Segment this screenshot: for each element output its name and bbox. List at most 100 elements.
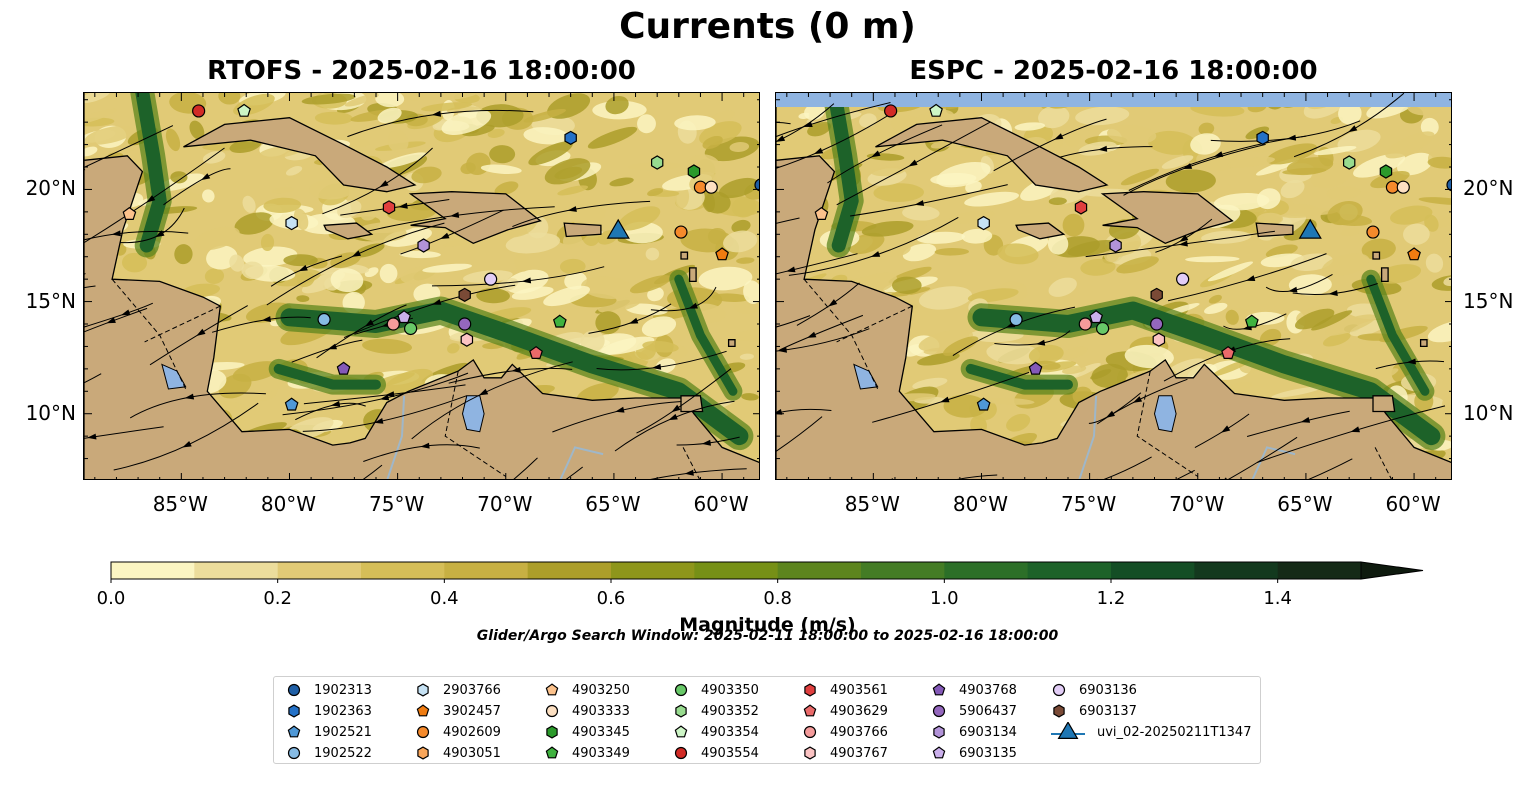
- float-marker-6903135: [397, 310, 412, 324]
- legend-item: 4903349: [544, 743, 630, 763]
- legend-marker: [932, 704, 946, 718]
- streamline-arrow: [449, 212, 460, 218]
- legend-marker: [287, 725, 301, 738]
- legend-item: 4903561: [802, 680, 888, 700]
- float-marker-1902521: [284, 397, 299, 411]
- streamline-arrow: [777, 346, 787, 353]
- streamline-arrow: [440, 232, 450, 239]
- legend-item: 3902457: [415, 701, 501, 721]
- float-marker-4903350: [1096, 321, 1110, 336]
- streamline: [84, 373, 102, 384]
- streamline-arrow: [398, 202, 408, 209]
- legend-marker-6903135: [932, 746, 946, 759]
- colorbar-tick-label: 1.0: [930, 588, 959, 609]
- streamline-arrow: [1105, 410, 1115, 418]
- legend-item: 2903766: [415, 680, 501, 700]
- colorbar-frame: [110, 561, 1362, 580]
- legend-label: 4903766: [830, 724, 888, 740]
- float-marker-1902313: [754, 178, 759, 192]
- streamline-arrow: [615, 406, 625, 413]
- streamline-arrow: [1350, 426, 1360, 433]
- legend-marker: [287, 746, 301, 760]
- streamline-arrow: [155, 230, 165, 238]
- land-hisp: [408, 191, 542, 245]
- streamline-arrow: [1053, 133, 1064, 140]
- legend-marker: [545, 746, 559, 759]
- land-jamaica: [1015, 222, 1066, 240]
- colorbar-segment: [1194, 562, 1279, 579]
- legend-marker: [287, 683, 301, 697]
- legend-marker: [933, 725, 945, 739]
- legend-item: 6903137: [1051, 701, 1137, 721]
- streamline-arrow: [84, 167, 86, 171]
- legend-label: 4902609: [443, 724, 501, 740]
- streamline-arrow: [671, 404, 681, 413]
- float-marker-4903250: [122, 206, 137, 221]
- legend-marker-4903352: [675, 704, 687, 718]
- land-barb: [727, 339, 736, 348]
- legend-item: 1902313: [286, 680, 372, 700]
- streamline-arrow: [420, 442, 430, 449]
- streamline-arrow: [1286, 134, 1297, 141]
- float-marker-4903345: [1379, 164, 1393, 179]
- y-tick-label-right: 15°N: [1463, 288, 1514, 313]
- legend-marker-2903766: [417, 683, 429, 697]
- y-tick-label: 15°N: [25, 288, 76, 313]
- legend-marker: [804, 683, 816, 697]
- float-marker-4903349: [552, 314, 567, 328]
- legend-label: 4903352: [701, 703, 759, 719]
- streamline: [1228, 436, 1298, 479]
- streamline-arrow: [684, 469, 694, 476]
- streamline-arrow: [1098, 145, 1108, 152]
- country-border: [836, 305, 913, 343]
- legend-item: 4903767: [802, 743, 888, 763]
- legend-marker: [932, 683, 946, 696]
- legend-marker: [804, 746, 816, 760]
- legend-label: 4903768: [959, 682, 1017, 698]
- streamline: [84, 125, 174, 168]
- streamline: [513, 457, 538, 479]
- colorbar-extend-arrow: [1360, 561, 1424, 580]
- land-trin: [1372, 395, 1396, 413]
- float-marker-6903136: [484, 272, 498, 286]
- float-marker-4903349: [1244, 314, 1259, 328]
- legend-item: uvi_02-20250211T1347: [1051, 722, 1251, 742]
- legend-label: 4903349: [572, 745, 630, 761]
- streamline-arrow: [200, 173, 211, 181]
- float-marker-4903561: [1074, 200, 1088, 215]
- streamline-arrow: [478, 388, 489, 396]
- legend-item: 5906437: [931, 701, 1017, 721]
- streamline-arrow: [1213, 151, 1224, 157]
- streamline-arrow: [1348, 125, 1358, 133]
- float-marker-5906437: [1150, 317, 1164, 331]
- streamline-arrow: [1328, 290, 1338, 296]
- streamline-arrow: [146, 195, 156, 203]
- streamline-arrow: [298, 264, 308, 272]
- x-tick-label: 80°W: [260, 492, 317, 516]
- float-marker-3902457: [1407, 247, 1421, 261]
- legend-marker: [288, 704, 300, 718]
- legend-label: 4903554: [701, 745, 759, 761]
- legend-label: 4903629: [830, 703, 888, 719]
- streamline-arrow: [1224, 477, 1227, 479]
- x-tick-label: 75°W: [369, 492, 425, 516]
- legend-marker-4903333: [545, 704, 559, 718]
- colorbar-segment: [1111, 562, 1195, 579]
- float-marker-4903766: [386, 317, 400, 331]
- x-tick-label: 85°W: [152, 492, 208, 516]
- glider-marker: [1298, 218, 1322, 239]
- y-tick-label-right: 10°N: [1463, 400, 1514, 425]
- float-marker-4902609: [1385, 180, 1400, 194]
- float-marker-4903345: [687, 164, 701, 179]
- land-lesser2: [1380, 267, 1389, 283]
- float-marker-4903629: [1221, 345, 1235, 359]
- float-marker-4903768: [336, 361, 351, 375]
- streamline-arrow: [1221, 425, 1231, 433]
- legend-label: 4903561: [830, 682, 888, 698]
- colorbar-tick-label: 0.6: [596, 588, 626, 609]
- streamline-arrow: [567, 206, 577, 212]
- float-marker-1902522: [317, 312, 331, 327]
- river: [559, 446, 604, 479]
- legend-marker-1902522: [287, 746, 301, 760]
- float-marker-4903767: [1152, 332, 1166, 347]
